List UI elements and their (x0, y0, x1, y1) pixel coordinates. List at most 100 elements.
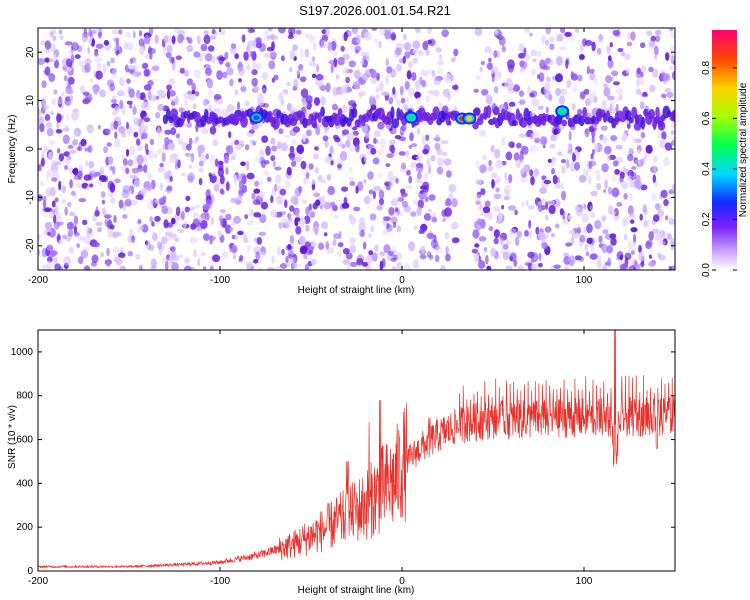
spectrogram-cell (332, 86, 339, 97)
spectrogram-cell (615, 144, 623, 150)
spectrogram-cell (133, 131, 139, 138)
spectrogram-cell (110, 57, 115, 64)
spectrogram-cell (122, 214, 128, 219)
spectrogram-cell (372, 190, 376, 200)
spectrogram-cell (72, 168, 78, 175)
spectrogram-cell (482, 206, 491, 214)
spectrogram-cell (396, 99, 401, 106)
spectrogram-cell (427, 208, 433, 213)
spectrogram-cell (505, 239, 511, 246)
spectrogram-cell (602, 135, 608, 144)
spectrogram-cell (332, 134, 339, 140)
spectrogram-cell (305, 206, 310, 216)
spectrogram-cell (343, 196, 348, 205)
spectrogram-cell (532, 58, 537, 63)
spectrogram-cell (383, 244, 391, 254)
spectrogram-cell (398, 151, 406, 156)
spectrogram-cell (109, 165, 113, 171)
spectrogram-ridge-cell (391, 118, 400, 129)
spectrogram-cell (368, 189, 374, 195)
spectrogram-cell (450, 74, 454, 82)
spectrogram-cell (639, 213, 643, 221)
spectrogram-cell (418, 229, 425, 234)
spectrogram-cell (133, 71, 141, 78)
spectrogram-cell (661, 131, 667, 141)
spectrogram-cell (403, 263, 411, 270)
spectrogram-cell (392, 86, 396, 95)
spectrogram-cell (171, 217, 176, 225)
spectrogram-cell (110, 99, 118, 104)
spectrogram-cell (170, 101, 176, 106)
spectrogram-cell (147, 149, 154, 160)
spectrogram-cell (652, 155, 658, 163)
spectrogram-cell (159, 182, 164, 191)
spectrogram-cell (374, 244, 379, 252)
spectrogram-cell (203, 233, 210, 242)
spectrogram-cell (584, 128, 590, 138)
spectrogram-cell (425, 134, 430, 141)
spectrogram-cell (320, 195, 327, 200)
spectrogram-cell (518, 43, 525, 52)
spectrogram-cell (213, 108, 221, 113)
spectrogram-cell (295, 225, 302, 235)
spectrogram-cell (51, 169, 58, 174)
spectrogram-cell (85, 160, 89, 167)
spectrogram-cell (240, 161, 246, 167)
spectrogram-cell (654, 29, 662, 36)
spectrogram-cell (230, 47, 237, 55)
spectrogram-cell (115, 258, 123, 266)
spectrogram-cell (157, 126, 161, 137)
spectrogram-cell (147, 90, 152, 101)
spectrogram-cell (648, 66, 654, 73)
spectrogram-cell (524, 54, 531, 61)
spectrogram-cell (611, 187, 620, 198)
spectrogram-cell (111, 68, 118, 79)
spectrogram-cell (147, 197, 152, 205)
spectrogram-cell (236, 61, 244, 72)
spectrogram-cell (320, 221, 329, 230)
spectrogram-cell (264, 53, 271, 58)
spectrogram-cell (234, 232, 239, 241)
spectrogram-cell (93, 171, 101, 177)
spectrogram-cell (166, 44, 173, 54)
spectrogram-cell (288, 66, 293, 73)
spectrogram-cell (355, 49, 359, 54)
spectrogram-cell (102, 207, 107, 217)
spectrogram-cell (144, 240, 149, 246)
snr-ytick-label: 1000 (11, 347, 34, 358)
spectrogram-cell (263, 170, 270, 176)
spectrogram-cell (270, 195, 274, 204)
spectrogram-cell (315, 241, 320, 248)
spectrogram-cell (330, 63, 334, 74)
spectrogram-cell (661, 93, 667, 99)
spectrogram-cell (615, 88, 624, 95)
spectrogram-cell (125, 167, 130, 175)
spectrogram-cell (649, 84, 656, 93)
spectrogram-cell (378, 198, 385, 206)
spectrogram-cell (170, 127, 177, 136)
spectrogram-cell (256, 236, 263, 245)
spectrogram-cell (392, 221, 397, 229)
spectrogram-cell (209, 265, 214, 270)
spectrogram-peak (408, 114, 415, 121)
spectrogram-cell (339, 151, 348, 161)
spectrogram-cell (556, 33, 564, 42)
spectrogram-cell (52, 35, 57, 41)
spectrogram-cell (479, 164, 487, 174)
spectrogram-cell (386, 153, 394, 159)
spectrogram-cell (292, 262, 298, 269)
spectrogram-cell (610, 237, 617, 246)
spectrogram-cell (473, 220, 477, 229)
spectrogram-ridge-cell (655, 106, 660, 118)
spectrogram-cell (368, 95, 376, 103)
spectrogram-cell (641, 65, 647, 72)
spectrogram-cell (119, 265, 126, 270)
spectrogram-cell (401, 200, 408, 208)
spectrogram-ridge-cell (640, 116, 646, 130)
spectrogram-cell (507, 64, 515, 73)
spectrogram-cell (660, 189, 668, 199)
spectrogram-cell (149, 244, 155, 251)
spectrogram-cell (226, 104, 235, 113)
spectrogram-cell (349, 181, 356, 187)
spectrogram-cell (408, 175, 413, 184)
